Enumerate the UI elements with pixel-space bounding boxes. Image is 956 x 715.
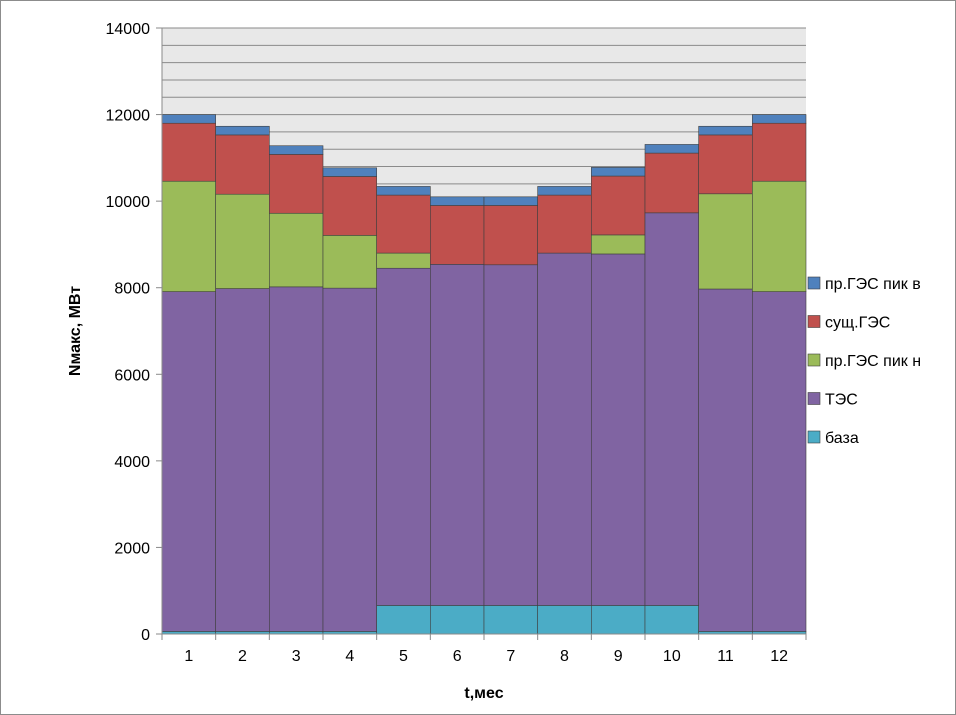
bar-segment bbox=[591, 167, 646, 177]
bar-segment bbox=[591, 234, 646, 255]
bar-segment bbox=[215, 193, 270, 289]
bar-segment bbox=[269, 286, 324, 632]
y-tick-label: 4000 bbox=[114, 454, 150, 471]
bar-segment bbox=[752, 291, 807, 632]
bar-segment bbox=[376, 267, 431, 606]
bar-segment bbox=[215, 125, 270, 136]
legend-swatch bbox=[807, 353, 821, 367]
bar-segment bbox=[376, 252, 431, 269]
bar-segment bbox=[698, 134, 753, 195]
y-tick-label: 8000 bbox=[114, 281, 150, 298]
bar-segment bbox=[322, 176, 377, 236]
bar-segment bbox=[269, 212, 324, 288]
bar-segment bbox=[591, 253, 646, 606]
legend-swatch bbox=[807, 315, 821, 328]
bar-segment bbox=[161, 180, 216, 292]
bar-segment bbox=[430, 264, 485, 606]
legend-label: ТЭС bbox=[825, 392, 858, 409]
bar-segment bbox=[376, 186, 431, 196]
legend-swatch bbox=[807, 276, 821, 290]
bar-segment bbox=[537, 252, 592, 606]
bar-segment bbox=[269, 145, 324, 155]
bar-segment bbox=[591, 605, 646, 635]
legend-label: пр.ГЭС пик в bbox=[825, 276, 921, 293]
legend-swatch bbox=[807, 392, 821, 405]
x-tick-label: 8 bbox=[560, 648, 569, 665]
bar-segment bbox=[752, 122, 807, 182]
legend-label: пр.ГЭС пик н bbox=[825, 353, 921, 370]
legend: пр.ГЭС пик в сущ.ГЭС пр.ГЭС пик н ТЭС база bbox=[807, 276, 921, 447]
legend-label: сущ.ГЭС bbox=[825, 315, 890, 332]
x-tick-label: 9 bbox=[614, 648, 623, 665]
y-axis-title: Nмакс, МВт bbox=[67, 286, 84, 376]
x-tick-label: 1 bbox=[184, 648, 193, 665]
y-tick-label: 6000 bbox=[114, 367, 150, 384]
x-tick-label: 2 bbox=[238, 648, 247, 665]
bar-segment bbox=[483, 205, 538, 266]
bar-segment bbox=[322, 287, 377, 632]
bar-segment bbox=[430, 205, 485, 265]
x-tick-label: 11 bbox=[717, 648, 734, 665]
bar-segment bbox=[430, 196, 485, 206]
bar-segment bbox=[698, 288, 753, 632]
bar-segment bbox=[537, 605, 592, 635]
bar-segment bbox=[537, 186, 592, 196]
bar-segment bbox=[215, 288, 270, 632]
bar-segment bbox=[698, 193, 753, 290]
bar-segment bbox=[161, 291, 216, 632]
bar-segment bbox=[537, 194, 592, 254]
x-tick-label: 7 bbox=[506, 648, 515, 665]
bar-segment bbox=[644, 152, 699, 214]
x-tick-label: 12 bbox=[770, 648, 788, 665]
x-tick-label: 6 bbox=[453, 648, 462, 665]
bar-segment bbox=[161, 114, 216, 124]
bar-segment bbox=[322, 167, 377, 177]
y-tick-label: 2000 bbox=[114, 540, 150, 557]
bar-segment bbox=[483, 196, 538, 206]
bar-segment bbox=[591, 175, 646, 236]
axes: 1 2 3 4 5 6 7 8 9 10 11 120200040006000800010000120… bbox=[106, 21, 807, 665]
bar-segment bbox=[376, 194, 431, 254]
bar-segment bbox=[644, 144, 699, 154]
bar-segment bbox=[698, 125, 753, 136]
legend-swatch bbox=[807, 430, 821, 444]
bar-segment bbox=[215, 134, 270, 195]
y-tick-label: 0 bbox=[141, 627, 150, 644]
bar-segment bbox=[644, 605, 699, 635]
legend-label: база bbox=[825, 430, 859, 447]
y-tick-label: 10000 bbox=[106, 194, 151, 211]
x-tick-label: 10 bbox=[663, 648, 681, 665]
bar-segment bbox=[483, 605, 538, 635]
bar-series bbox=[161, 114, 807, 635]
x-tick-label: 4 bbox=[345, 648, 354, 665]
bar-segment bbox=[161, 122, 216, 182]
bar-segment bbox=[430, 605, 485, 635]
bar-segment bbox=[322, 235, 377, 289]
bar-segment bbox=[376, 605, 431, 635]
x-axis-title: t,мес bbox=[464, 685, 503, 702]
y-tick-label: 14000 bbox=[106, 21, 151, 38]
bar-segment bbox=[483, 264, 538, 606]
y-tick-label: 12000 bbox=[106, 108, 151, 125]
bar-segment bbox=[644, 212, 699, 606]
bar-segment bbox=[752, 180, 807, 292]
x-tick-label: 3 bbox=[292, 648, 301, 665]
bar-segment bbox=[752, 114, 807, 124]
bar-segment bbox=[269, 154, 324, 214]
x-tick-label: 5 bbox=[399, 648, 408, 665]
